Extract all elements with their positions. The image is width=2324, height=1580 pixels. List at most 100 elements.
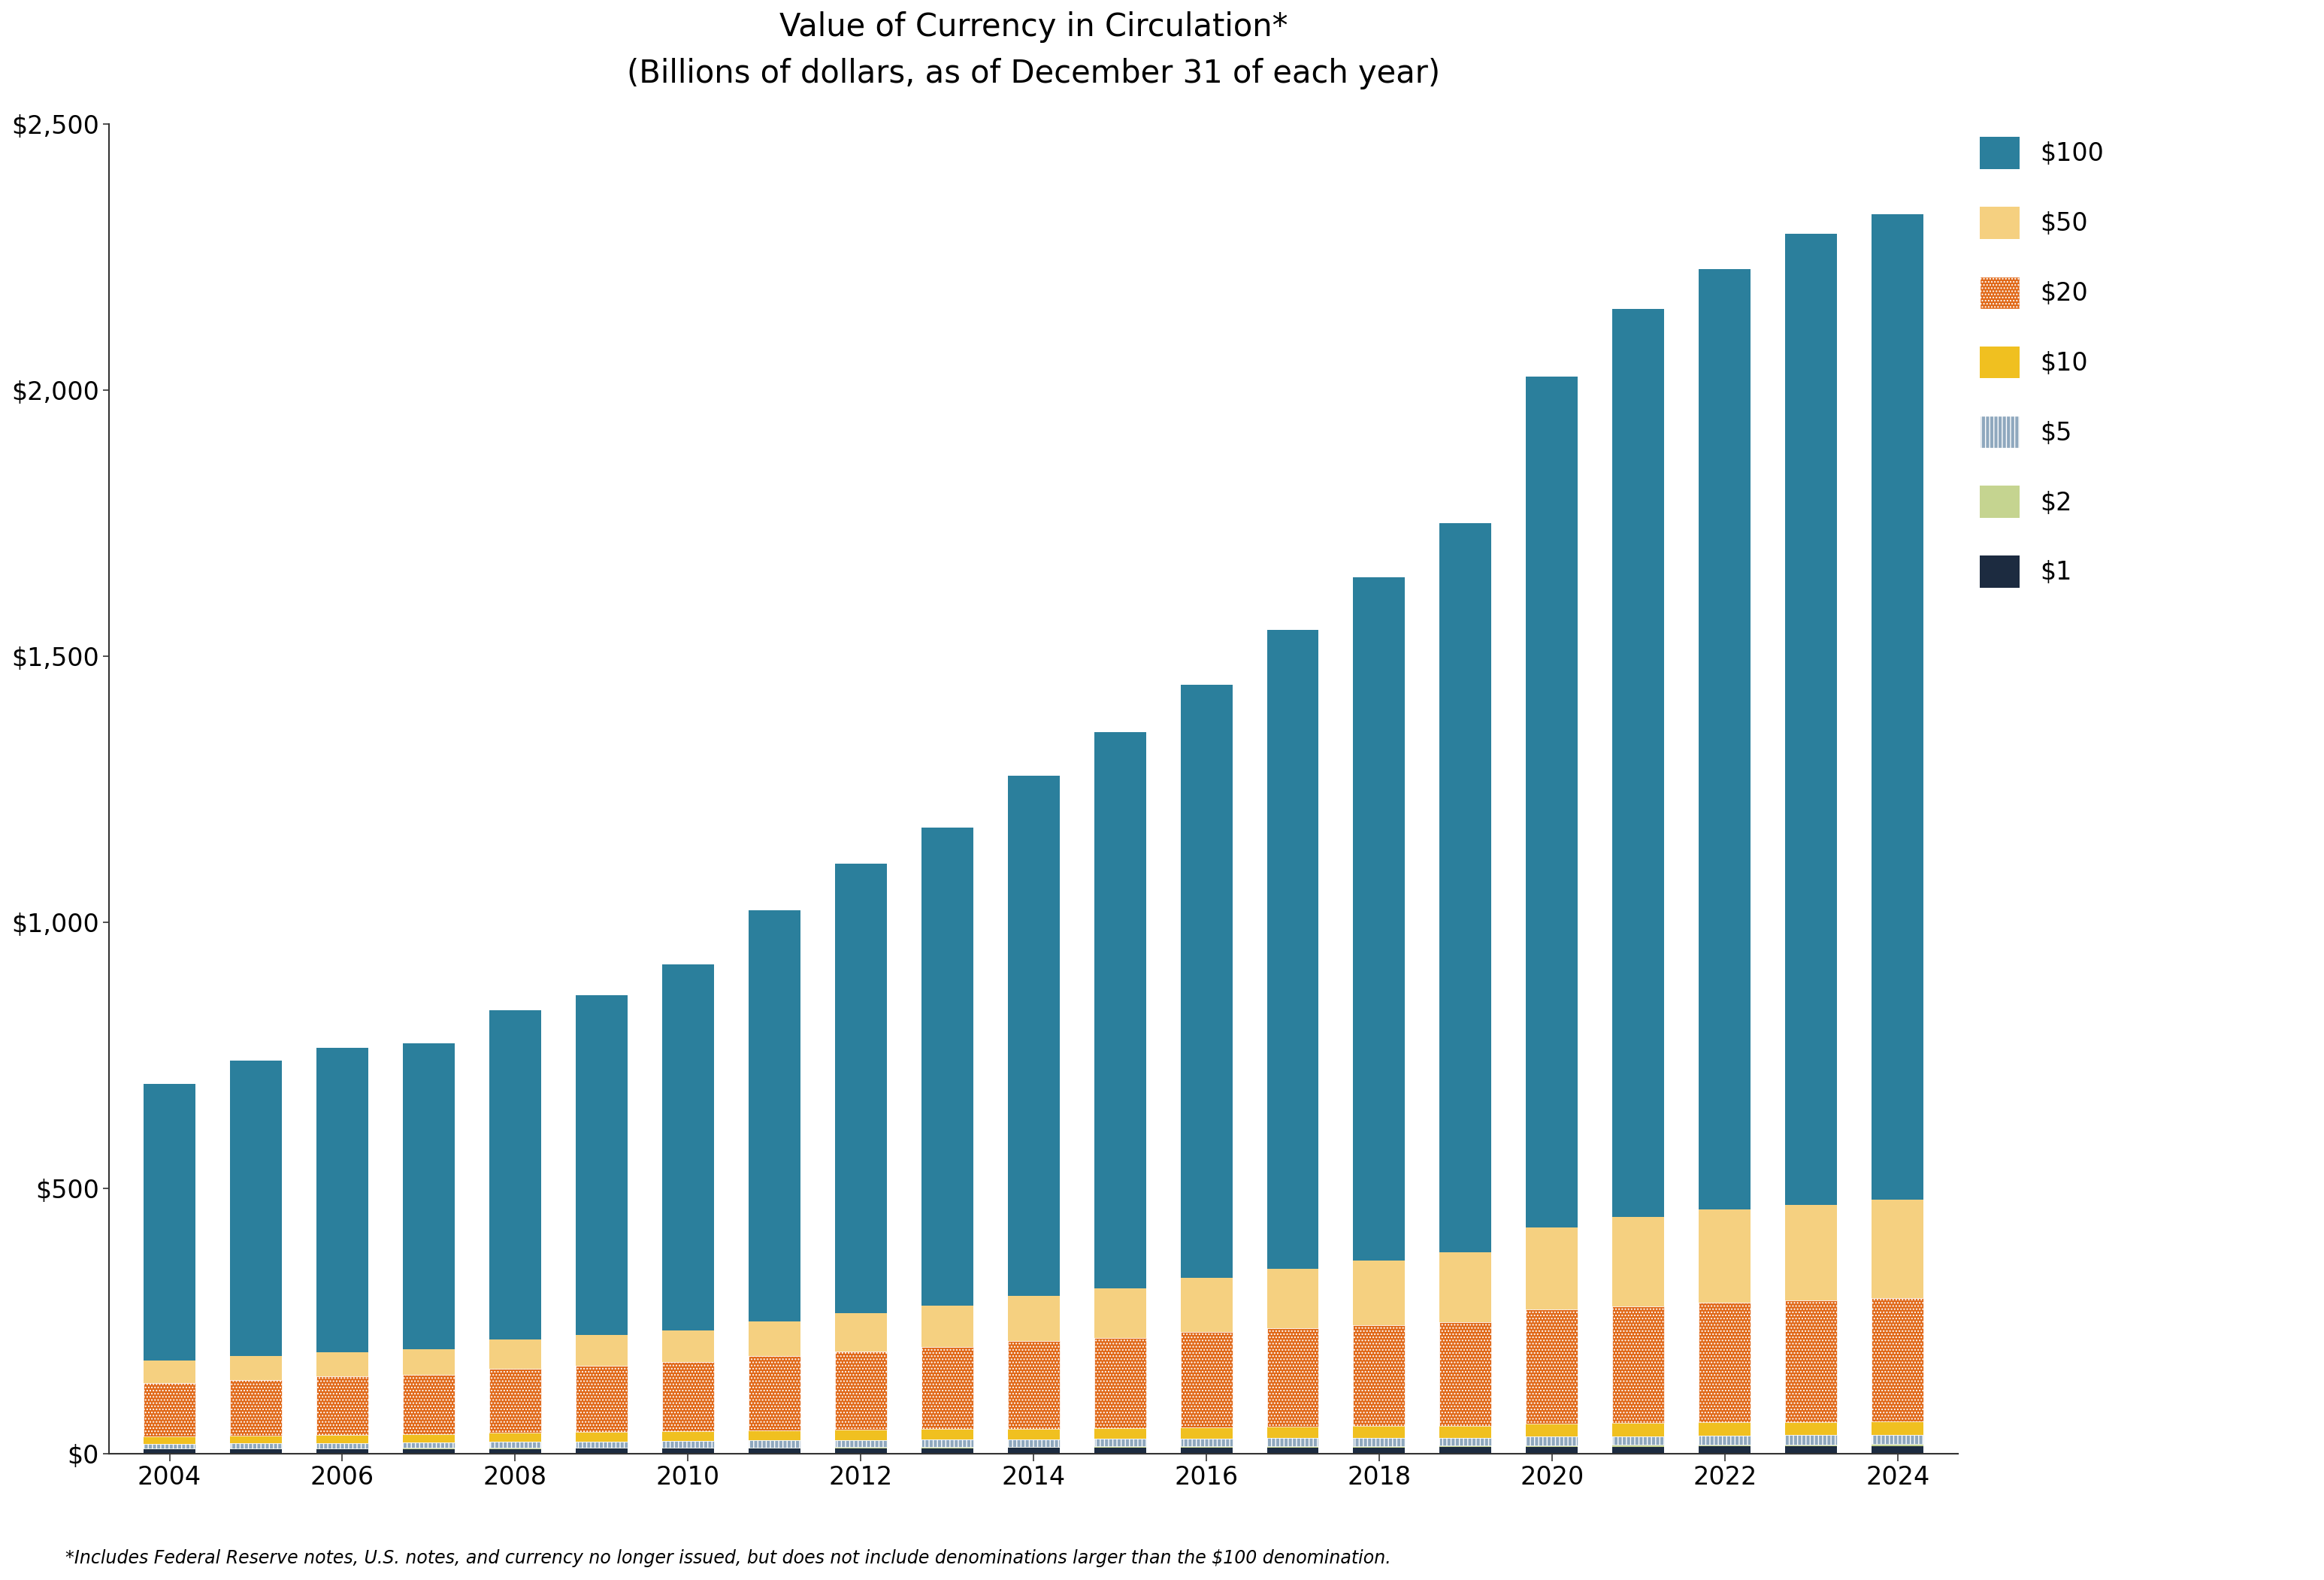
Bar [1871, 1297, 1924, 1422]
Bar [576, 1365, 627, 1431]
Bar [1527, 1436, 1578, 1446]
Bar [576, 1431, 627, 1441]
Bar [576, 1335, 627, 1365]
Bar [1353, 1326, 1406, 1427]
Text: *Includes Federal Reserve notes, U.S. notes, and currency no longer issued, but : *Includes Federal Reserve notes, U.S. no… [65, 1550, 1390, 1567]
Bar [748, 1356, 799, 1430]
Bar [1267, 1447, 1318, 1454]
Bar [1439, 1425, 1492, 1438]
Bar [1181, 1427, 1232, 1439]
Bar [834, 1449, 888, 1454]
Bar [834, 1430, 888, 1439]
Bar [230, 1060, 281, 1356]
Bar [920, 1449, 974, 1454]
Bar [1439, 1322, 1492, 1425]
Bar [834, 1439, 888, 1447]
Bar [490, 1368, 541, 1433]
Bar [1871, 215, 1924, 1199]
Bar [834, 864, 888, 1313]
Bar [402, 1349, 456, 1375]
Bar [1439, 1447, 1492, 1454]
Bar [748, 1441, 799, 1447]
Bar [1871, 1422, 1924, 1435]
Bar [1613, 1424, 1664, 1436]
Bar [1009, 1439, 1060, 1447]
Bar [1439, 523, 1492, 1253]
Bar [1009, 1296, 1060, 1341]
Bar [1613, 1436, 1664, 1446]
Bar [1181, 684, 1232, 1278]
Bar [144, 1382, 195, 1436]
Bar [1181, 1447, 1232, 1454]
Bar [1267, 629, 1318, 1269]
Bar [1785, 1300, 1838, 1422]
Bar [748, 910, 799, 1321]
Bar [1267, 1438, 1318, 1446]
Bar [576, 1449, 627, 1454]
Bar [144, 1444, 195, 1449]
Bar [1613, 1446, 1664, 1447]
Bar [144, 1436, 195, 1444]
Bar [402, 1043, 456, 1349]
Bar [1699, 1422, 1750, 1436]
Bar [144, 1360, 195, 1382]
Bar [316, 1048, 367, 1352]
Bar [144, 1449, 195, 1454]
Bar [490, 1433, 541, 1443]
Bar [1527, 1447, 1578, 1454]
Bar [1095, 1447, 1146, 1454]
Bar [230, 1443, 281, 1449]
Bar [1785, 234, 1838, 1206]
Bar [662, 964, 713, 1330]
Bar [1267, 1269, 1318, 1329]
Bar [920, 828, 974, 1305]
Bar [920, 1430, 974, 1439]
Bar [1527, 376, 1578, 1228]
Bar [402, 1449, 456, 1454]
Bar [1353, 577, 1406, 1261]
Bar [1267, 1329, 1318, 1427]
Bar [1439, 1438, 1492, 1446]
Bar [1785, 1435, 1838, 1444]
Bar [920, 1439, 974, 1447]
Bar [1871, 1446, 1924, 1454]
Bar [490, 1443, 541, 1447]
Bar [1871, 1199, 1924, 1297]
Bar [576, 995, 627, 1335]
Bar [1009, 1447, 1060, 1454]
Bar [834, 1313, 888, 1351]
Bar [230, 1356, 281, 1379]
Bar [920, 1346, 974, 1430]
Bar [1699, 1436, 1750, 1444]
Bar [920, 1305, 974, 1346]
Bar [230, 1436, 281, 1443]
Bar [1353, 1261, 1406, 1326]
Bar [316, 1352, 367, 1376]
Bar [1699, 1444, 1750, 1446]
Bar [1095, 1439, 1146, 1447]
Bar [490, 1340, 541, 1368]
Bar [1095, 1288, 1146, 1338]
Bar [1527, 1228, 1578, 1310]
Bar [1613, 1217, 1664, 1307]
Bar [1613, 1307, 1664, 1424]
Bar [144, 1084, 195, 1360]
Bar [1009, 1341, 1060, 1428]
Bar [1527, 1446, 1578, 1447]
Bar [1613, 310, 1664, 1217]
Bar [1785, 1206, 1838, 1300]
Bar [1871, 1435, 1924, 1444]
Bar [1699, 1302, 1750, 1422]
Bar [402, 1435, 456, 1443]
Bar [834, 1351, 888, 1430]
Bar [490, 1011, 541, 1340]
Bar [1785, 1444, 1838, 1446]
Bar [1699, 269, 1750, 1210]
Bar [1181, 1439, 1232, 1446]
Bar [316, 1443, 367, 1449]
Bar [662, 1330, 713, 1362]
Bar [1181, 1278, 1232, 1332]
Bar [662, 1449, 713, 1454]
Bar [1009, 776, 1060, 1296]
Legend: $100, $50, $20, $10, $5, $2, $1: $100, $50, $20, $10, $5, $2, $1 [1980, 137, 2103, 588]
